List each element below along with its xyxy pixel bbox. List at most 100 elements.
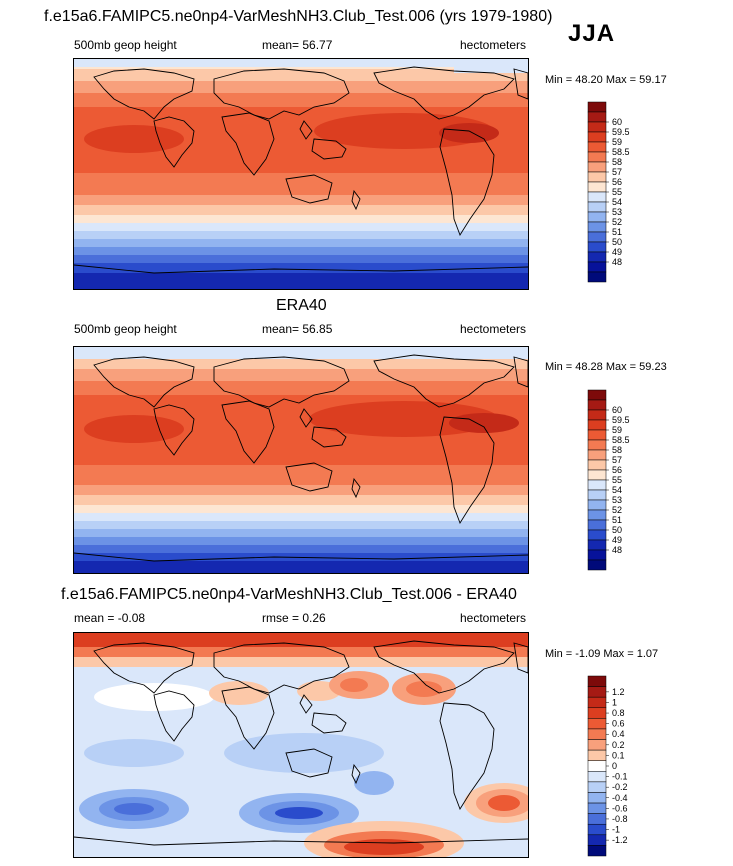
panel2-colorbar-label: 48 bbox=[612, 545, 622, 555]
panel2-map-svg bbox=[74, 347, 528, 573]
panel1-colorbar-label: 58.5 bbox=[612, 147, 630, 157]
panel3-colorbar-swatch bbox=[587, 707, 607, 719]
panel2-map bbox=[73, 346, 529, 574]
panel2-colorbar-swatch bbox=[587, 519, 607, 531]
panel3-map-svg bbox=[74, 633, 528, 857]
panel3-colorbar-label: 0.4 bbox=[612, 729, 625, 739]
panel2-colorbar-swatch bbox=[587, 479, 607, 491]
panel2-colorbar-label: 58 bbox=[612, 445, 622, 455]
panel3-colorbar-label: 1.2 bbox=[612, 687, 625, 697]
panel1-colorbar-swatch bbox=[587, 101, 607, 113]
panel1-map-svg bbox=[74, 59, 528, 289]
panel3-map bbox=[73, 632, 529, 858]
panel1-colorbar-swatch bbox=[587, 201, 607, 213]
panel2-colorbar: 60 59.5 59 58.5 58 57 56 55 54 53 52 51 50 49 48 bbox=[587, 389, 648, 574]
panel2-minmax-label: Min = 48.28 Max = 59.23 bbox=[545, 361, 667, 373]
panel3-colorbar-swatch bbox=[587, 760, 607, 772]
panel3-colorbar-swatch bbox=[587, 813, 607, 825]
panel2-colorbar-swatch bbox=[587, 409, 607, 421]
panel2-colorbar-label: 53 bbox=[612, 495, 622, 505]
panel3-colorbar-swatch bbox=[587, 781, 607, 793]
panel2-colorbar-label: 58.5 bbox=[612, 435, 630, 445]
panel3-colorbar-swatch bbox=[587, 802, 607, 814]
panel1-colorbar-label: 50 bbox=[612, 237, 622, 247]
panel1-mean-label: mean= 56.77 bbox=[262, 38, 333, 52]
panel3-colorbar-label: 0.6 bbox=[612, 719, 625, 729]
panel2-colorbar-label: 50 bbox=[612, 525, 622, 535]
panel1-colorbar-swatch bbox=[587, 181, 607, 193]
panel1-colorbar-label: 54 bbox=[612, 197, 622, 207]
panel3-colorbar-swatch bbox=[587, 739, 607, 751]
panel1-colorbar-label: 55 bbox=[612, 187, 622, 197]
panel3-colorbar-swatch bbox=[587, 792, 607, 804]
panel1-title: f.e15a6.FAMIPC5.ne0np4-VarMeshNH3.Club_T… bbox=[44, 8, 553, 25]
panel2-mean-label: mean= 56.85 bbox=[262, 322, 333, 336]
panel3-colorbar-label: -1.2 bbox=[612, 835, 628, 845]
panel3-colorbar-swatch bbox=[587, 686, 607, 698]
panel2-colorbar-swatch bbox=[587, 549, 607, 561]
panel2-colorbar-label: 49 bbox=[612, 535, 622, 545]
panel3-colorbar-swatch bbox=[587, 771, 607, 783]
panel1-map bbox=[73, 58, 529, 290]
panel2-colorbar-label: 57 bbox=[612, 455, 622, 465]
panel2-colorbar-swatch bbox=[587, 459, 607, 471]
panel2-colorbar-swatch bbox=[587, 389, 607, 401]
panel1-colorbar-label: 52 bbox=[612, 217, 622, 227]
panel3-colorbar-swatch bbox=[587, 749, 607, 761]
panel2-colorbar-swatch bbox=[587, 429, 607, 441]
season-label: JJA bbox=[568, 20, 616, 47]
panel1-colorbar-swatch bbox=[587, 211, 607, 223]
panel1-colorbar-label: 59.5 bbox=[612, 127, 630, 137]
panel1-colorbar-label: 51 bbox=[612, 227, 622, 237]
panel3-colorbar-label: -1 bbox=[612, 825, 620, 835]
panel3-colorbar-swatch bbox=[587, 823, 607, 836]
panel1-colorbar-swatch bbox=[587, 161, 607, 173]
panel2-colorbar-swatch bbox=[587, 439, 607, 451]
panel3-colorbar-label: -0.4 bbox=[612, 793, 628, 803]
panel3-colorbar-swatch bbox=[587, 696, 607, 709]
panel2-units-label: hectometers bbox=[460, 322, 527, 336]
panel3-title: f.e15a6.FAMIPC5.ne0np4-VarMeshNH3.Club_T… bbox=[61, 586, 517, 603]
panel3-colorbar-label: 0.1 bbox=[612, 750, 625, 760]
panel2-colorbar-swatch bbox=[587, 559, 607, 571]
panel2-colorbar-label: 54 bbox=[612, 485, 622, 495]
panel3-mean-label: mean = -0.08 bbox=[74, 611, 146, 625]
panel2-colorbar-swatch bbox=[587, 449, 607, 461]
panel3-colorbar: 1.2 1 0.8 0.6 0.4 0.2 0.1 0 -0.1 -0.2 -0.4 -0.6 -0.8… bbox=[587, 675, 648, 860]
panel1-colorbar-label: 48 bbox=[612, 257, 622, 267]
panel3-colorbar-label: -0.1 bbox=[612, 772, 628, 782]
panel2-colorbar-label: 55 bbox=[612, 475, 622, 485]
panel1-colorbar-label: 59 bbox=[612, 137, 622, 147]
panel3-colorbar-label: 0.2 bbox=[612, 740, 625, 750]
panel2-variable-label: 500mb geop height bbox=[74, 322, 177, 336]
panel1-colorbar-swatch bbox=[587, 141, 607, 153]
panel1-colorbar-label: 57 bbox=[612, 167, 622, 177]
panel1-colorbar-swatch bbox=[587, 131, 607, 143]
panel1-colorbar-swatch bbox=[587, 231, 607, 243]
panel1-colorbar-label: 60 bbox=[612, 117, 622, 127]
panel2-colorbar-label: 52 bbox=[612, 505, 622, 515]
panel3-minmax-label: Min = -1.09 Max = 1.07 bbox=[545, 648, 659, 660]
panel1-colorbar-swatch bbox=[587, 121, 607, 133]
panel2-colorbar-label: 59.5 bbox=[612, 415, 630, 425]
panel1-colorbar-label: 49 bbox=[612, 247, 622, 257]
panel1-colorbar-swatch bbox=[587, 171, 607, 183]
panel2-colorbar-label: 51 bbox=[612, 515, 622, 525]
panel2-colorbar-label: 60 bbox=[612, 405, 622, 415]
panel3-colorbar-label: 0 bbox=[612, 761, 617, 771]
panel1-colorbar-swatch bbox=[587, 241, 607, 253]
panel3-colorbar-swatch bbox=[587, 834, 607, 846]
panel1-colorbar-label: 53 bbox=[612, 207, 622, 217]
panel2-colorbar-label: 59 bbox=[612, 425, 622, 435]
panel3-colorbar-label: -0.6 bbox=[612, 803, 628, 813]
panel1-colorbar-swatch bbox=[587, 261, 607, 273]
panel3-colorbar-label: -0.2 bbox=[612, 782, 628, 792]
panel3-colorbar-swatch bbox=[587, 675, 607, 687]
panel3-rmse-label: rmse = 0.26 bbox=[262, 611, 326, 625]
panel2-colorbar-swatch bbox=[587, 489, 607, 501]
panel3-colorbar-swatch bbox=[587, 845, 607, 857]
panel2-title: ERA40 bbox=[276, 297, 327, 314]
panel1-units-label: hectometers bbox=[460, 38, 527, 52]
panel2-colorbar-swatch bbox=[587, 469, 607, 481]
panel3-colorbar-swatch bbox=[587, 728, 607, 740]
